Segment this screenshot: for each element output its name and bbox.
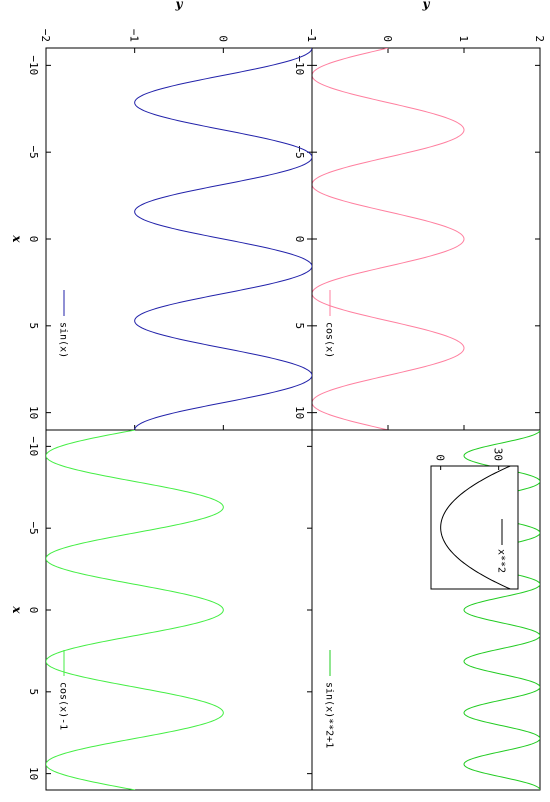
inset-legend-label: x**2 bbox=[496, 549, 507, 573]
legend-label: sin(x) bbox=[58, 322, 69, 358]
x-tick-label: 5 bbox=[293, 323, 306, 330]
y-tick-label: 0 bbox=[381, 35, 394, 42]
inset-chart: 0 30 x**2 bbox=[430, 448, 519, 590]
series-line-0 bbox=[463, 430, 540, 790]
x-tick-label: −5 bbox=[27, 146, 40, 159]
inset-y-tick-label: 0 bbox=[434, 454, 447, 461]
plot-frame bbox=[45, 429, 313, 791]
plot-frame bbox=[45, 47, 313, 431]
y-axis-label: y bbox=[422, 0, 431, 11]
y-tick-label: −1 bbox=[305, 29, 318, 42]
x-tick-label: 10 bbox=[27, 767, 40, 780]
panel-bottom-right: −10 −5 0 5 10 x cos(x)-1 bbox=[10, 429, 313, 791]
legend-label: cos(x) bbox=[324, 322, 335, 358]
legend-label: cos(x)-1 bbox=[58, 682, 69, 730]
x-tick-label: 5 bbox=[27, 323, 40, 330]
x-tick-label: 5 bbox=[27, 689, 40, 696]
x-tick-label: 10 bbox=[27, 406, 40, 419]
series-line-0 bbox=[46, 430, 224, 790]
inset-y-tick-label: 30 bbox=[492, 448, 505, 461]
y-tick-label: −2 bbox=[39, 29, 52, 42]
x-tick-label: −10 bbox=[293, 55, 306, 75]
x-tick-label: −10 bbox=[27, 436, 40, 456]
x-tick-label: 0 bbox=[293, 236, 306, 243]
y-tick-label: 1 bbox=[457, 35, 470, 42]
y-tick-label: 2 bbox=[533, 35, 546, 42]
y-axis-label: y bbox=[175, 0, 184, 11]
x-tick-label: −10 bbox=[27, 55, 40, 75]
panel-top-right: sin(x)**2+1 0 30 x**2 bbox=[311, 429, 541, 791]
x-tick-label: 0 bbox=[27, 607, 40, 614]
x-tick-label: 0 bbox=[27, 236, 40, 243]
x-axis-label: x bbox=[10, 234, 24, 243]
series-line-0 bbox=[312, 48, 465, 430]
legend-label: sin(x)**2+1 bbox=[324, 682, 335, 748]
x-tick-label: 10 bbox=[293, 406, 306, 419]
x-tick-label: −5 bbox=[27, 522, 40, 535]
inset-series-line bbox=[440, 466, 511, 589]
y-tick-label: −1 bbox=[128, 29, 141, 42]
y-tick-label: 1 bbox=[305, 35, 318, 42]
plot-frame bbox=[311, 47, 541, 431]
y-tick-label: 0 bbox=[216, 35, 229, 42]
inset-frame bbox=[430, 465, 519, 590]
x-axis-label: x bbox=[10, 605, 24, 614]
series-line-0 bbox=[134, 48, 312, 430]
